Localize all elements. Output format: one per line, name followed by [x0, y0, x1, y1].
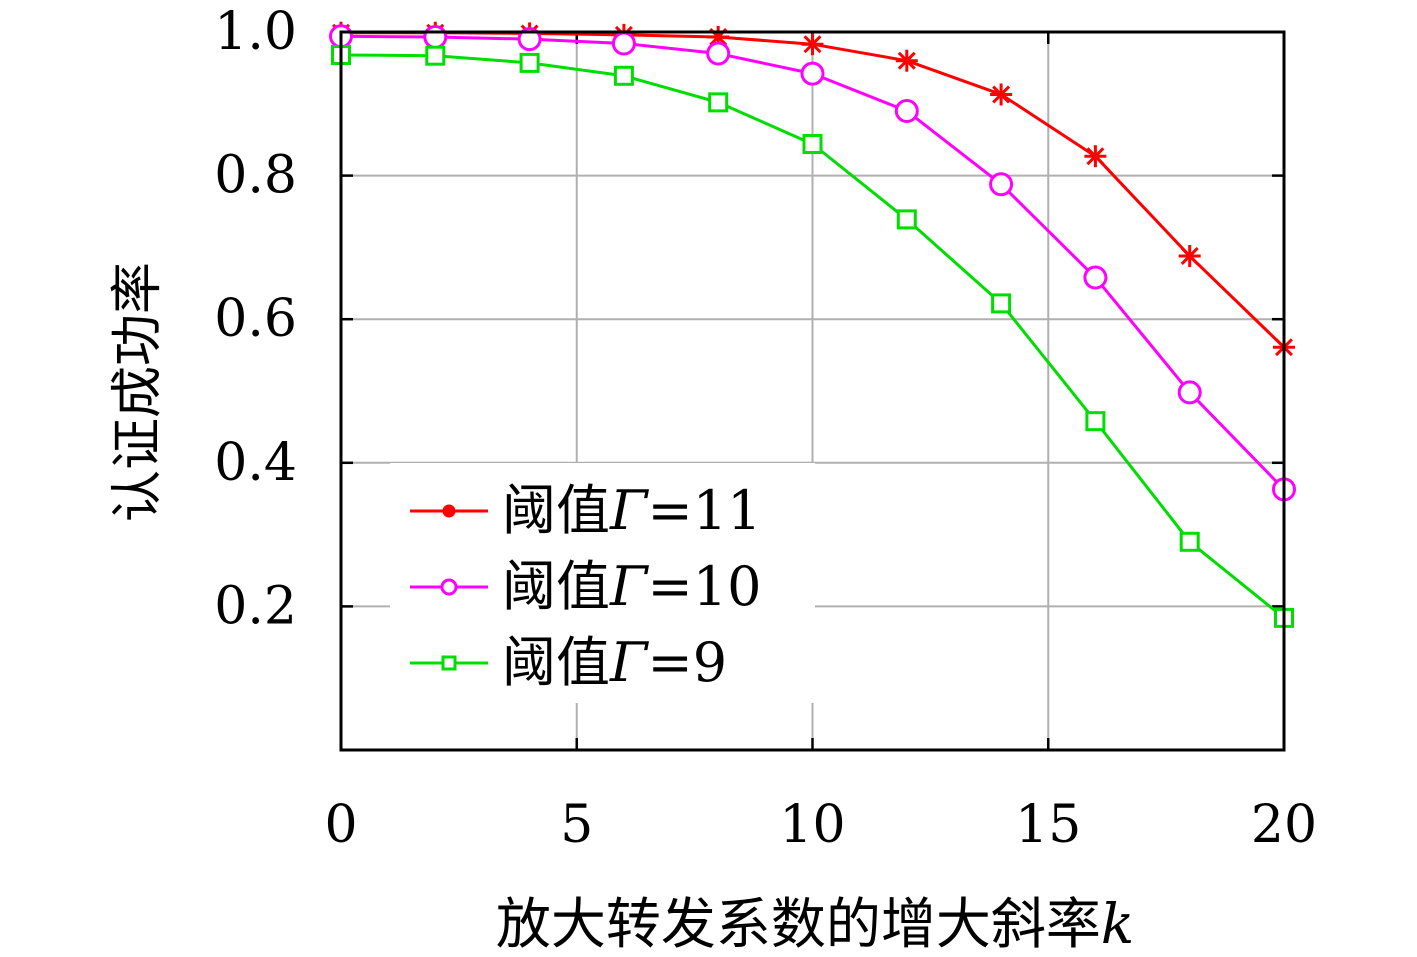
y-tick-label: 1.0 — [214, 2, 297, 62]
data-point — [708, 92, 729, 113]
x-tick-labels: 0 5 10 15 20 — [324, 795, 1317, 855]
data-point — [894, 98, 919, 123]
legend-marker — [442, 504, 456, 518]
data-point — [519, 52, 540, 73]
data-point — [1179, 531, 1200, 552]
x-tick-label: 5 — [560, 795, 593, 855]
legend-marker — [441, 655, 457, 671]
x-tick-label: 10 — [779, 795, 845, 855]
y-tick-labels: 0.2 0.4 0.6 0.8 1.0 — [214, 2, 297, 636]
y-tick-label: 0.2 — [214, 576, 297, 636]
data-point — [896, 209, 917, 230]
data-point — [800, 61, 825, 86]
data-point — [1084, 145, 1107, 168]
y-tick-label: 0.4 — [214, 433, 297, 493]
data-point — [425, 45, 446, 66]
plot-frame — [339, 30, 1286, 752]
y-tick-label: 0.8 — [214, 146, 297, 206]
data-point — [517, 27, 542, 52]
series-3 — [331, 44, 1294, 628]
data-point — [989, 172, 1014, 197]
data-point — [895, 49, 918, 72]
data-point — [423, 25, 448, 50]
x-axis-label: 放大转发系数的增大斜率k — [496, 892, 1134, 956]
legend-marker — [440, 578, 458, 596]
data-point — [802, 134, 823, 155]
data-point — [1085, 411, 1106, 432]
x-tick-label: 0 — [324, 795, 357, 855]
data-point — [1083, 265, 1108, 290]
legend: 阈值Γ=11 阈值Γ=10 阈值Γ=9 — [390, 463, 815, 703]
x-tick-label: 20 — [1251, 795, 1317, 855]
data-point — [801, 33, 824, 56]
legend-label: 阈值Γ=9 — [502, 631, 727, 694]
data-point — [613, 65, 634, 86]
legend-label: 阈值Γ=11 — [502, 479, 761, 542]
data-point — [991, 293, 1012, 314]
data-point — [706, 41, 731, 66]
data-point — [1178, 245, 1201, 268]
data-point — [1177, 380, 1202, 405]
y-axis-label: 认证成功率 — [108, 262, 168, 522]
data-point — [611, 31, 636, 56]
y-tick-label: 0.6 — [214, 289, 297, 349]
data-point — [990, 83, 1013, 106]
legend-label: 阈值Γ=10 — [502, 555, 761, 618]
x-tick-label: 15 — [1015, 795, 1081, 855]
